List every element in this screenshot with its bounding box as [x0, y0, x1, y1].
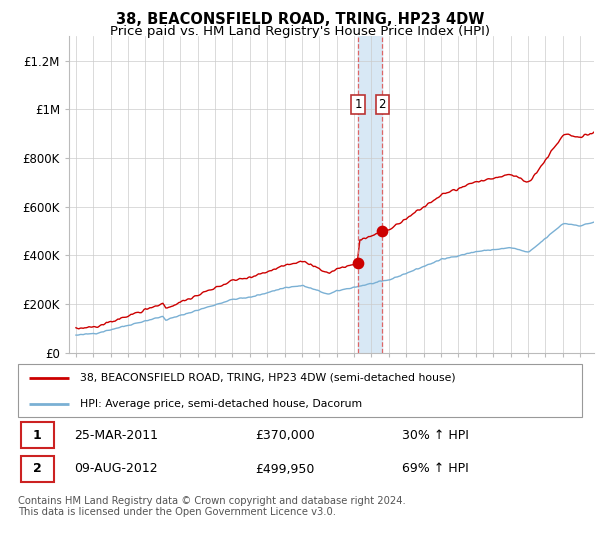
- Text: 09-AUG-2012: 09-AUG-2012: [74, 463, 158, 475]
- Text: 25-MAR-2011: 25-MAR-2011: [74, 429, 158, 442]
- Text: Contains HM Land Registry data © Crown copyright and database right 2024.
This d: Contains HM Land Registry data © Crown c…: [18, 496, 406, 517]
- Point: [377, 227, 387, 236]
- FancyBboxPatch shape: [18, 364, 582, 417]
- Point: [353, 258, 363, 267]
- Text: 38, BEACONSFIELD ROAD, TRING, HP23 4DW (semi-detached house): 38, BEACONSFIELD ROAD, TRING, HP23 4DW (…: [80, 373, 455, 383]
- Text: 69% ↑ HPI: 69% ↑ HPI: [401, 463, 468, 475]
- Text: Price paid vs. HM Land Registry's House Price Index (HPI): Price paid vs. HM Land Registry's House …: [110, 25, 490, 38]
- FancyBboxPatch shape: [21, 422, 53, 449]
- Text: 2: 2: [33, 463, 41, 475]
- Text: 1: 1: [354, 98, 362, 111]
- Text: 2: 2: [379, 98, 386, 111]
- Bar: [358, 36, 382, 353]
- Text: 1: 1: [33, 429, 41, 442]
- Text: 38, BEACONSFIELD ROAD, TRING, HP23 4DW: 38, BEACONSFIELD ROAD, TRING, HP23 4DW: [116, 12, 484, 27]
- Text: HPI: Average price, semi-detached house, Dacorum: HPI: Average price, semi-detached house,…: [80, 399, 362, 409]
- FancyBboxPatch shape: [21, 456, 53, 482]
- Text: £499,950: £499,950: [255, 463, 314, 475]
- Text: 30% ↑ HPI: 30% ↑ HPI: [401, 429, 469, 442]
- Text: £370,000: £370,000: [255, 429, 314, 442]
